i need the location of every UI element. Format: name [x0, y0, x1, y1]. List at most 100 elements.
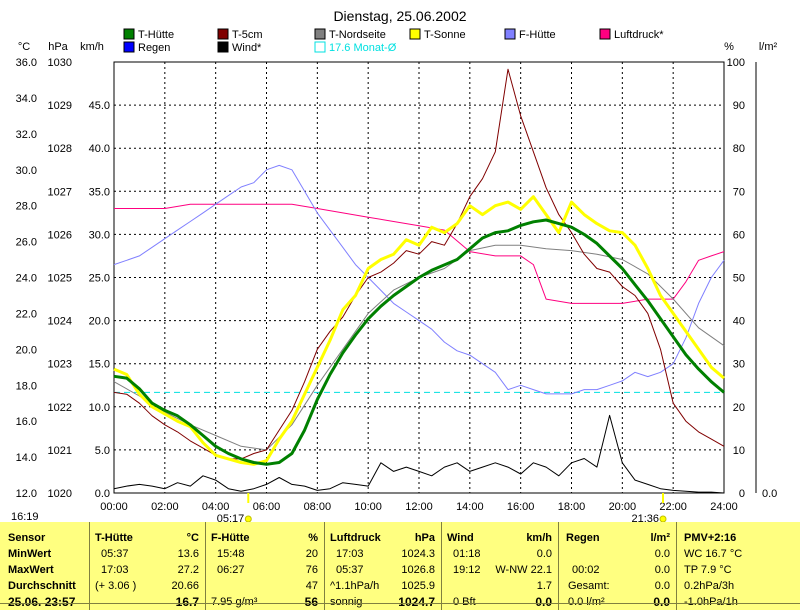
wind-tick-label: 5.0 [95, 445, 110, 457]
luftdruck-forecast: sonnig [330, 596, 363, 608]
legend-label: T-5cm [232, 29, 263, 41]
wind-tick-label: 35.0 [89, 186, 110, 198]
sunset-time-label: 21:36 [631, 513, 659, 522]
sunset-marker [659, 515, 667, 522]
f-huette-max-time: 06:27 [217, 564, 245, 576]
t-huette-column: T-Hütte °C 05:37 13.6 17:03 27.2 (+ 3.06… [89, 522, 206, 610]
humidity-tick-label: 0 [739, 488, 745, 500]
regen-current-note: 0.0 l/m² [568, 596, 605, 608]
axis-unit-labels: °C hPa km/h% l/m² [18, 41, 778, 53]
regen-total-label: Gesamt: [568, 580, 610, 592]
pressure-tick-label: 1026 [48, 229, 72, 241]
f-huette-header: F-Hütte [211, 532, 250, 544]
pressure-tick-label: 1030 [48, 57, 72, 69]
legend-label: T-Hütte [138, 29, 174, 41]
f-huette-avg-value: 47 [305, 580, 318, 592]
pressure-tick-label: 1025 [48, 273, 72, 285]
x-tick-label: 06:00 [253, 501, 281, 513]
series-group [113, 68, 725, 494]
luftdruck-current: 1024.7 [398, 595, 435, 609]
pmv-pressure-3h: 0.2hPa/3h [684, 580, 735, 592]
tick-labels: 00:00 02:00 04:00 06:00 08:00 10:00 12:00 14:00… [16, 57, 778, 513]
legend-swatch [123, 41, 135, 53]
f-huette-min-time: 15:48 [217, 548, 245, 560]
temp-tick-label: 12.0 [16, 488, 37, 500]
luftdruck-max-time: 05:37 [336, 564, 364, 576]
regen-min-value: 0.0 [654, 548, 670, 560]
t-huette-min-value: 13.6 [177, 548, 199, 560]
weather-chart: Dienstag, 25.06.2002 T-Hütte T-5cm T-Nords… [11, 8, 778, 522]
luftdruck-min-value: 1024.3 [401, 548, 435, 560]
x-tick-label: 22:00 [659, 501, 687, 513]
legend-swatch [504, 28, 516, 40]
temp-tick-label: 22.0 [16, 308, 37, 320]
current-time-label: 16:19 [11, 511, 39, 522]
wind-tick-label: 10.0 [89, 402, 110, 414]
min-row-label: MinWert [8, 548, 52, 560]
legend-swatch [599, 28, 611, 40]
wind-tick-label: 25.0 [89, 273, 110, 285]
humidity-tick-label: 20 [733, 402, 745, 414]
current-datetime: 25.06. 23:57 [8, 595, 76, 609]
f-huette-min-value: 20 [305, 548, 318, 560]
x-tick-label: 08:00 [304, 501, 332, 513]
temp-tick-label: 34.0 [16, 93, 37, 105]
legend-label: F-Hütte [519, 29, 556, 41]
f-huette-unit: % [308, 532, 318, 544]
temp-axis-label: °C [18, 41, 30, 53]
luftdruck-column: Luftdruck hPa 17:03 1024.3 05:37 1026.8 … [324, 522, 442, 610]
temp-tick-label: 26.0 [16, 237, 37, 249]
t-huette-current: 16.7 [175, 595, 199, 609]
pressure-tick-label: 1029 [48, 100, 72, 112]
regen-max-value: 0.0 [654, 564, 670, 576]
wind-max-time: 19:12 [453, 564, 481, 576]
luftdruck-avg-value: 1025.9 [401, 580, 435, 592]
legend-label: T-Nordseite [329, 29, 386, 41]
rain-tick-label: 0.0 [762, 488, 777, 500]
t-huette-avg-note: (+ 3.06 ) [95, 580, 137, 592]
humidity-tick-label: 100 [727, 57, 745, 69]
sensor-header: Sensor [8, 532, 46, 544]
luftdruck-max-value: 1026.8 [401, 564, 435, 576]
wind-tick-label: 40.0 [89, 143, 110, 155]
t-huette-avg-value: 20.66 [171, 580, 199, 592]
wind-avg-value: 1.7 [536, 580, 552, 592]
wind-tick-label: 30.0 [89, 229, 110, 241]
wind-unit: km/h [526, 532, 552, 544]
legend-swatch [217, 41, 229, 53]
wind-current: 0.0 [535, 595, 552, 609]
t-huette-header: T-Hütte [95, 532, 133, 544]
wind-axis-label: km/h [80, 41, 104, 53]
wind-tick-label: 0.0 [95, 488, 110, 500]
series-line-t-h-tte [113, 218, 725, 466]
x-tick-label: 24:00 [710, 501, 738, 513]
x-tick-label: 20:00 [609, 501, 637, 513]
x-tick-label: 10:00 [354, 501, 382, 513]
wind-min-value: 0.0 [536, 548, 552, 560]
pmv-pressure-1h: -1.0hPa/1h [684, 596, 738, 608]
luftdruck-trend: ^1.1hPa/h [330, 580, 380, 592]
rain-axis-label: l/m² [759, 41, 778, 53]
current-row-divider [0, 603, 800, 604]
t-huette-min-time: 05:37 [101, 548, 129, 560]
humidity-tick-label: 40 [733, 316, 745, 328]
temp-tick-label: 36.0 [16, 57, 37, 69]
pmv-wind-chill: WC 16.7 °C [684, 548, 743, 560]
humidity-tick-label: 80 [733, 143, 745, 155]
pressure-tick-label: 1022 [48, 402, 72, 414]
legend-label: Luftdruck* [614, 29, 664, 41]
series-line-wind [113, 414, 725, 494]
f-huette-column: F-Hütte % 15:48 20 06:27 76 47 7.95 g/m³… [205, 522, 325, 610]
x-tick-label: 18:00 [558, 501, 586, 513]
temp-tick-label: 16.0 [16, 416, 37, 428]
t-huette-max-value: 27.2 [177, 564, 199, 576]
x-tick-label: 02:00 [151, 501, 179, 513]
wind-tick-label: 20.0 [89, 316, 110, 328]
x-tick-label: 16:00 [507, 501, 535, 513]
row-labels-column: Sensor MinWert MaxWert Durchschnitt 25.0… [0, 522, 90, 610]
series-line-t-sonne [113, 195, 725, 466]
legend-swatch [314, 28, 326, 40]
wind-tick-label: 45.0 [89, 100, 110, 112]
t-huette-unit: °C [186, 532, 199, 544]
